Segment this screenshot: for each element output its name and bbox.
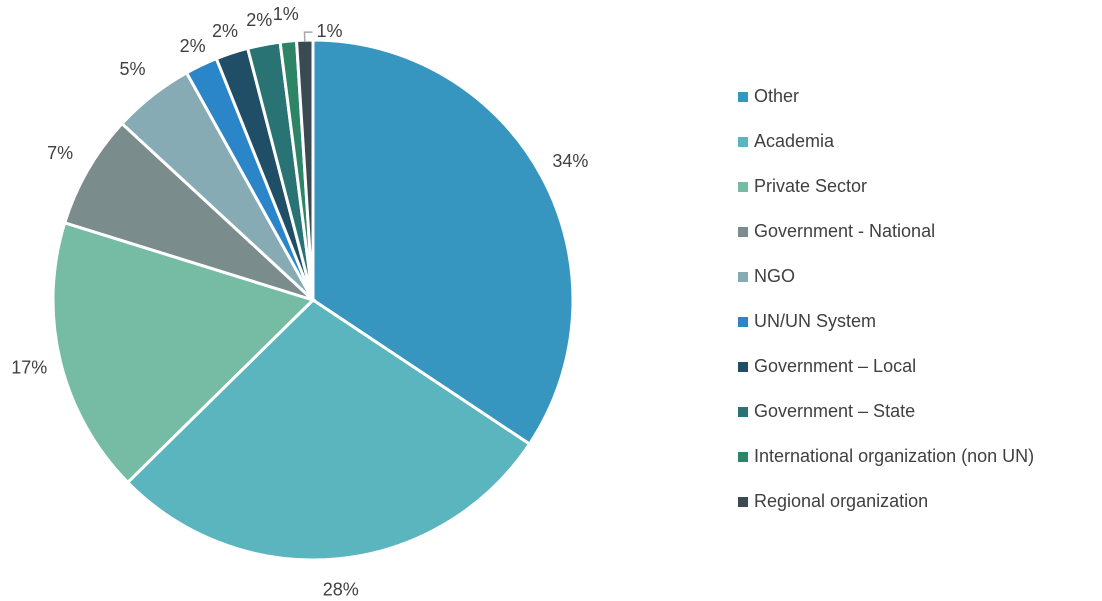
data-label: 28% [323, 579, 359, 599]
legend-swatch [738, 227, 748, 237]
legend-label: Government - National [754, 221, 935, 241]
legend-label: UN/UN System [754, 311, 876, 331]
legend-label: Regional organization [754, 491, 928, 511]
data-label: 7% [47, 143, 73, 163]
pie-slice [125, 298, 532, 562]
data-label: 5% [119, 59, 145, 79]
data-label: 1% [273, 4, 299, 24]
legend-label: NGO [754, 266, 795, 286]
legend-label: Academia [754, 131, 835, 151]
data-label: 2% [246, 10, 272, 30]
legend-swatch [738, 92, 748, 102]
pie-slice [51, 220, 316, 485]
data-label: 2% [212, 21, 238, 41]
leader-line [303, 31, 313, 43]
legend-swatch [738, 407, 748, 417]
legend-swatch [738, 317, 748, 327]
pie-slice [62, 121, 315, 302]
legend-swatch [738, 137, 748, 147]
legend-swatch [738, 362, 748, 372]
data-label: 1% [316, 21, 342, 41]
data-label: 2% [180, 36, 206, 56]
legend-swatch [738, 497, 748, 507]
legend-label: Private Sector [754, 176, 867, 196]
legend-swatch [738, 182, 748, 192]
data-label: 17% [11, 358, 47, 378]
legend-label: International organization (non UN) [754, 446, 1034, 466]
legend-label: Other [754, 86, 799, 106]
legend-swatch [738, 452, 748, 462]
legend-swatch [738, 272, 748, 282]
legend-label: Government – State [754, 401, 915, 421]
legend-label: Government – Local [754, 356, 916, 376]
data-label: 34% [552, 151, 588, 171]
